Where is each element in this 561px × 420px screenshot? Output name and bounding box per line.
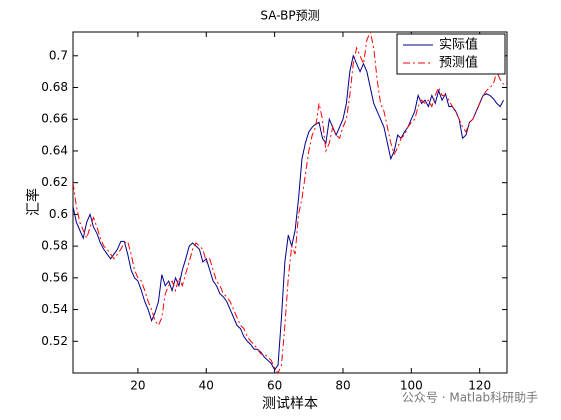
x-tick-label: 100 bbox=[400, 379, 423, 393]
y-tick-label: 0.6 bbox=[49, 207, 68, 221]
data-line bbox=[73, 32, 504, 373]
chart-title: SA-BP预测 bbox=[260, 9, 319, 23]
legend-label: 实际值 bbox=[439, 37, 478, 53]
x-tick-label: 80 bbox=[335, 379, 350, 393]
y-tick-label: 0.52 bbox=[41, 334, 68, 348]
y-tick-label: 0.58 bbox=[41, 239, 68, 253]
legend-box bbox=[396, 33, 506, 75]
series-group bbox=[73, 32, 505, 373]
y-tick-label: 0.66 bbox=[41, 112, 68, 126]
x-axis-label: 测试样本 bbox=[262, 396, 318, 412]
watermark: 公众号 · Matlab科研助手 bbox=[402, 391, 538, 405]
x-tick-label: 60 bbox=[267, 379, 282, 393]
y-axis-label: 汇率 bbox=[25, 188, 42, 216]
x-tick-label: 20 bbox=[130, 379, 145, 393]
y-tick-label: 0.56 bbox=[41, 270, 68, 284]
y-tick-label: 0.54 bbox=[41, 302, 68, 316]
data-line bbox=[73, 54, 505, 371]
legend-label: 预测值 bbox=[439, 55, 478, 71]
x-tick-label: 120 bbox=[468, 379, 491, 393]
y-tick-label: 0.62 bbox=[41, 175, 68, 189]
x-tick-label: 40 bbox=[199, 379, 214, 393]
y-tick-label: 0.68 bbox=[41, 80, 68, 94]
y-tick-label: 0.64 bbox=[41, 143, 68, 157]
plot-area bbox=[72, 31, 508, 374]
y-tick-label: 0.7 bbox=[49, 48, 68, 62]
